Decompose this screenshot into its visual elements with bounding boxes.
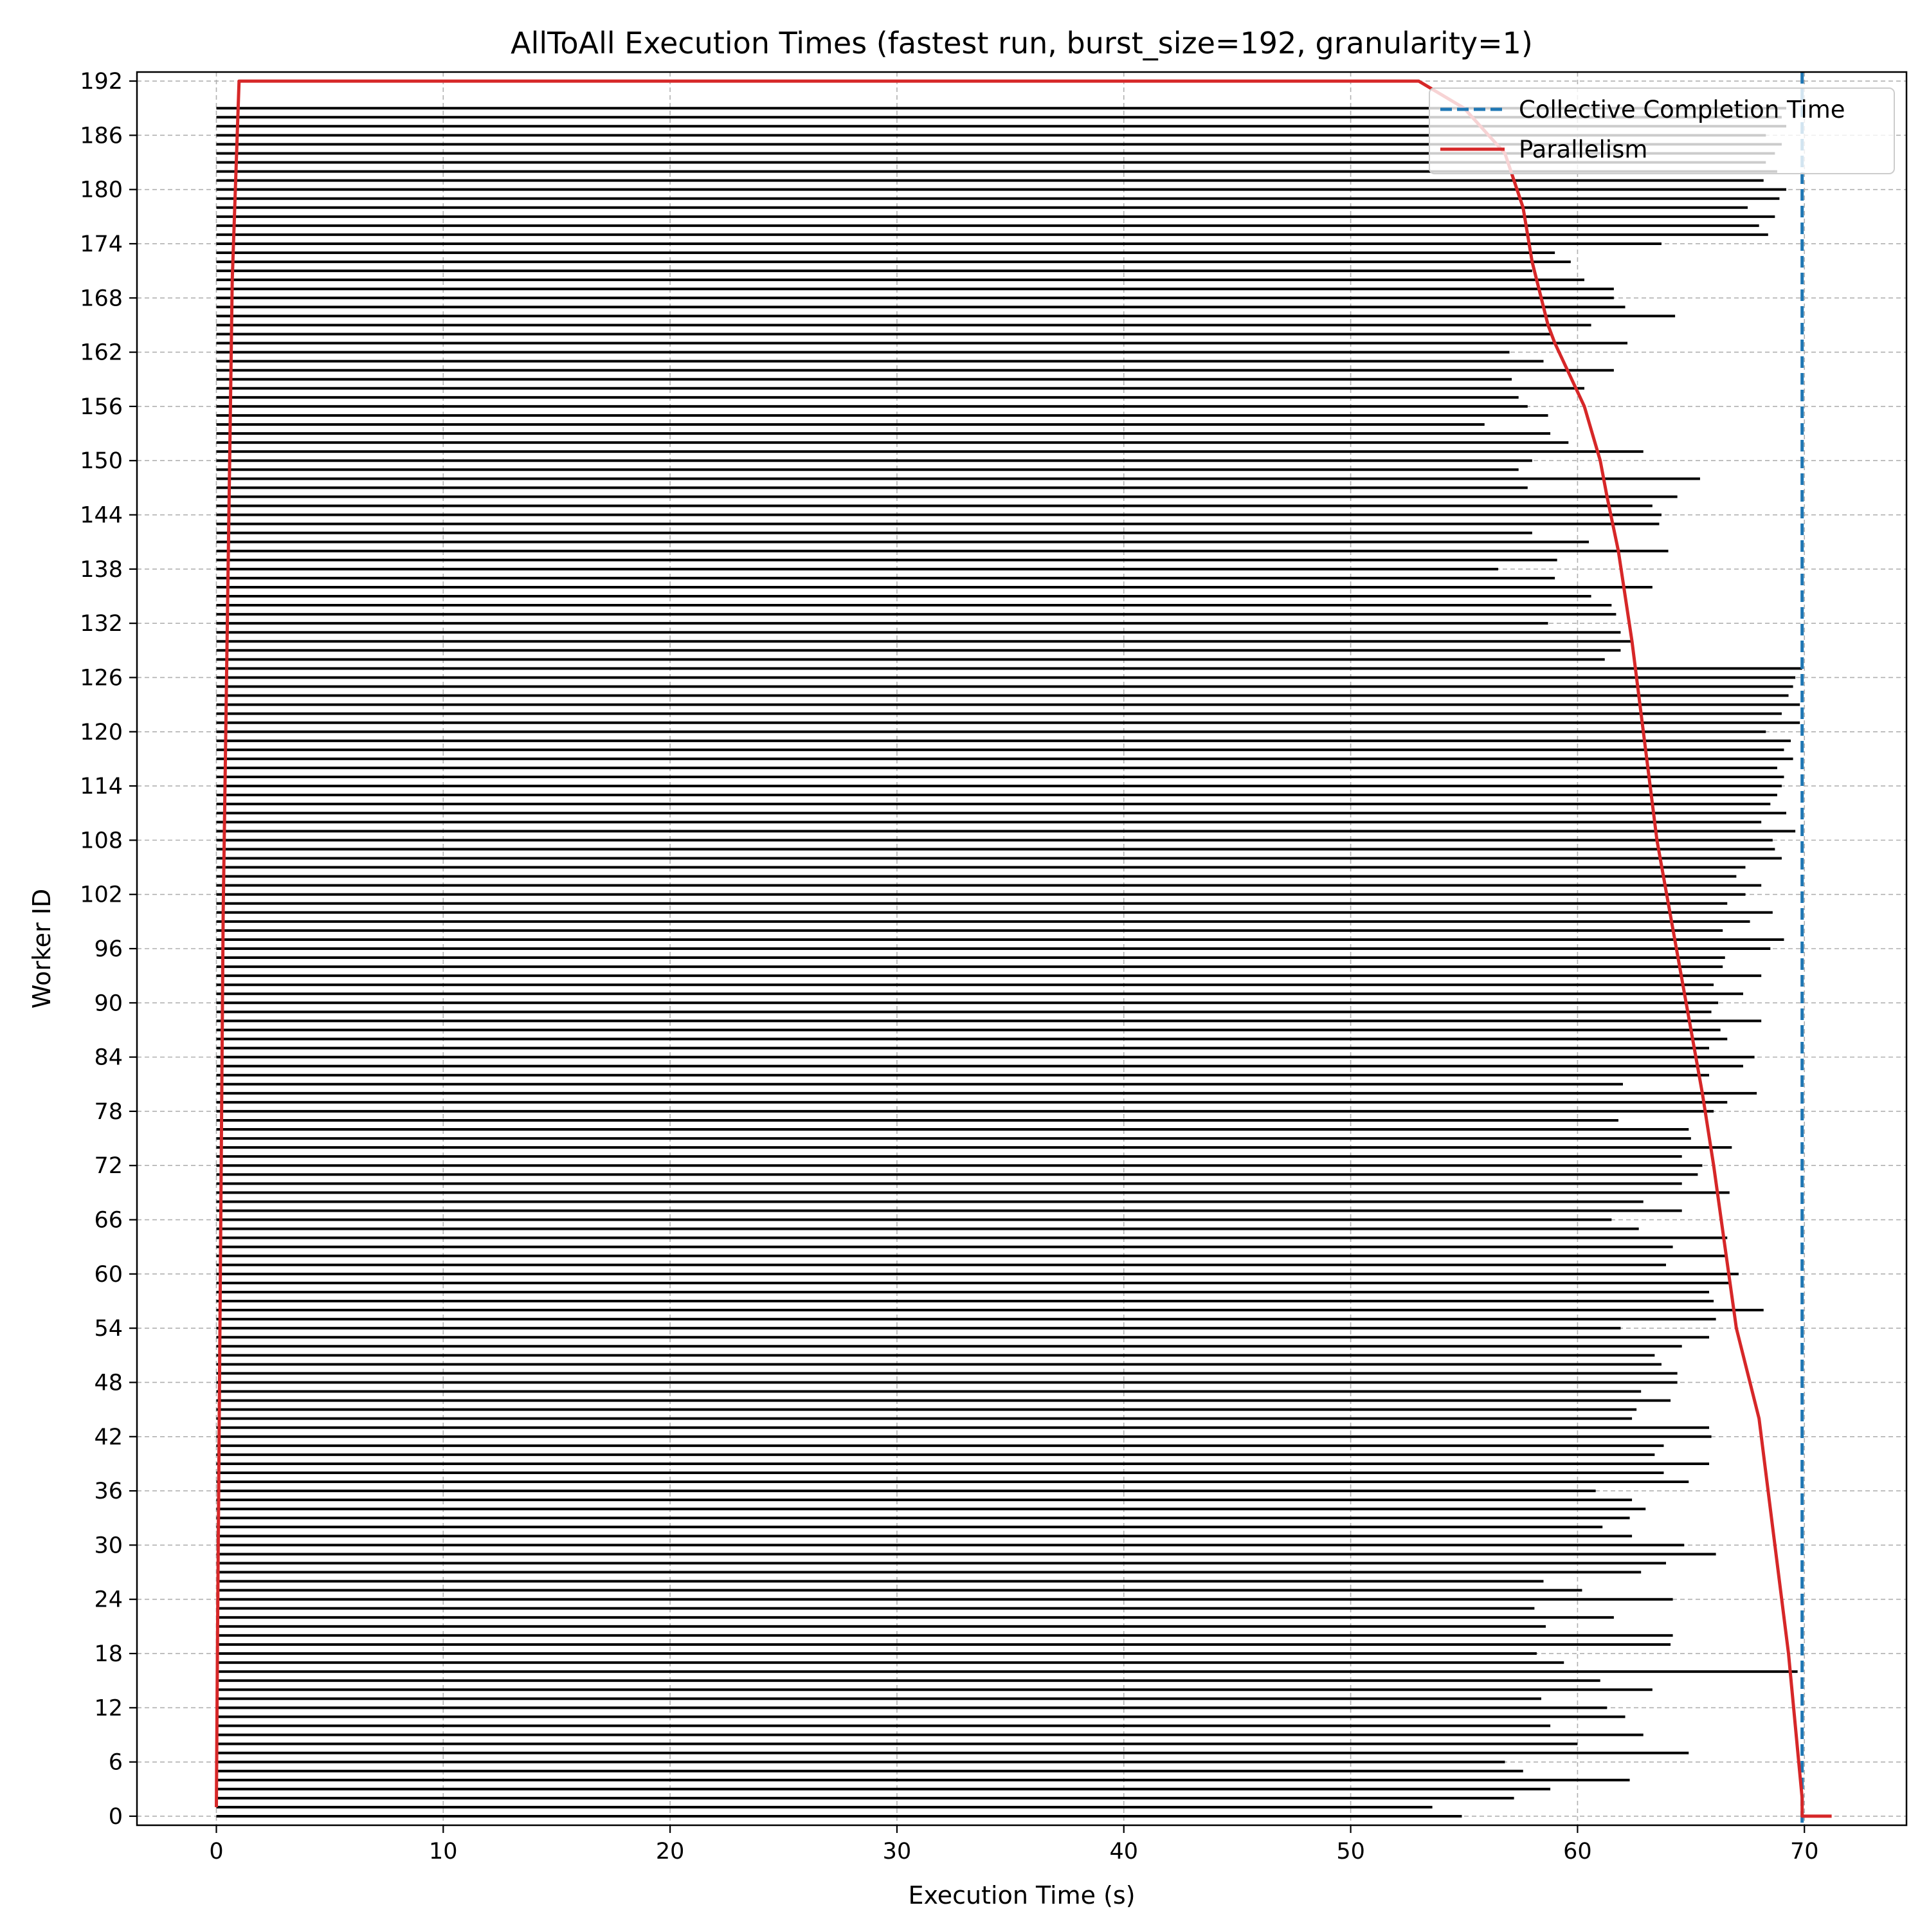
- y-tick-label: 126: [80, 665, 123, 691]
- y-tick-label: 36: [94, 1479, 123, 1504]
- y-tick-label: 150: [80, 448, 123, 474]
- y-tick-label: 90: [94, 990, 123, 1016]
- y-tick-label: 48: [94, 1370, 123, 1396]
- y-tick-label: 42: [94, 1425, 123, 1450]
- x-tick-label: 30: [883, 1839, 912, 1864]
- y-tick-label: 174: [80, 232, 123, 257]
- x-tick-label: 60: [1563, 1839, 1592, 1864]
- parallelism-line: [215, 79, 1832, 1818]
- y-tick-label: 162: [80, 340, 123, 366]
- x-tick-label: 0: [209, 1839, 223, 1864]
- y-tick-label: 0: [109, 1804, 123, 1830]
- y-tick-label: 120: [80, 720, 123, 745]
- legend-completion-label: Collective Completion Time: [1519, 96, 1845, 123]
- legend-box: [1429, 87, 1895, 174]
- x-tick-label: 10: [429, 1839, 458, 1864]
- y-axis-label: Worker ID: [28, 889, 56, 1008]
- y-tick-label: 138: [80, 557, 123, 583]
- y-tick-label: 114: [80, 774, 123, 799]
- x-tick-label: 20: [656, 1839, 685, 1864]
- y-tick-label: 180: [80, 178, 123, 203]
- legend: Collective Completion Time Parallelism: [1429, 87, 1895, 174]
- worker-bars: [216, 107, 1802, 1818]
- y-tick-label: 108: [80, 828, 123, 853]
- y-tick-label: 18: [94, 1641, 123, 1667]
- y-tick-label: 72: [94, 1153, 123, 1179]
- y-tick-label: 96: [94, 936, 123, 962]
- y-tick-label: 60: [94, 1262, 123, 1288]
- y-tick-label: 54: [94, 1316, 123, 1342]
- legend-parallelism-label: Parallelism: [1519, 136, 1647, 163]
- y-tick-label: 156: [80, 394, 123, 420]
- y-tick-label: 6: [109, 1750, 123, 1776]
- lines: [215, 72, 1832, 1825]
- y-tick-label: 132: [80, 611, 123, 637]
- ticks: 0 10 20 30 40 50 60 70 0 6 12 18 24 30 36 42 48 54 60 66 72 7…: [80, 69, 1818, 1864]
- y-tick-label: 144: [80, 503, 123, 529]
- y-tick-label: 186: [80, 123, 123, 149]
- y-tick-label: 102: [80, 882, 123, 908]
- x-tick-label: 70: [1790, 1839, 1819, 1864]
- y-tick-label: 66: [94, 1208, 123, 1234]
- y-tick-label: 168: [80, 286, 123, 311]
- y-tick-label: 78: [94, 1099, 123, 1125]
- y-tick-label: 84: [94, 1045, 123, 1071]
- y-tick-label: 30: [94, 1533, 123, 1558]
- y-tick-label: 192: [80, 69, 123, 95]
- chart-title: AllToAll Execution Times (fastest run, b…: [511, 26, 1533, 60]
- x-tick-label: 40: [1109, 1839, 1138, 1864]
- x-axis-label: Execution Time (s): [908, 1881, 1135, 1909]
- y-tick-label: 24: [94, 1587, 123, 1613]
- x-tick-label: 50: [1336, 1839, 1365, 1864]
- y-tick-label: 12: [94, 1695, 123, 1721]
